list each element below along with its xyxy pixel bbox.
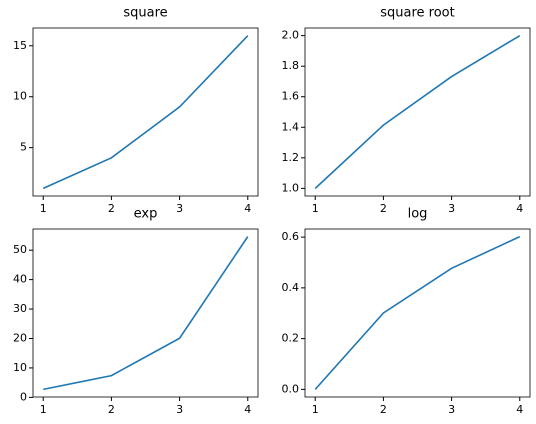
- subplot-title: square root: [380, 6, 454, 21]
- y-tick-label: 1.8: [282, 59, 300, 72]
- y-tick-label: 10: [13, 361, 27, 374]
- y-tick-label: 2.0: [282, 29, 300, 42]
- x-tick-label: 2: [108, 202, 115, 215]
- y-tick-label: 10: [13, 90, 27, 103]
- subplot-title: log: [408, 207, 428, 222]
- x-tick-label: 1: [40, 403, 47, 416]
- x-tick-label: 1: [40, 202, 47, 215]
- data-line: [43, 236, 249, 391]
- axes-frame: [304, 228, 531, 398]
- y-tick-label: 0: [20, 390, 27, 403]
- y-tick-label: 1.2: [282, 151, 300, 164]
- y-tick-label: 1.6: [282, 90, 300, 103]
- y-tick-label: 0.4: [282, 281, 300, 294]
- x-tick-label: 3: [176, 403, 183, 416]
- data-line: [314, 34, 521, 189]
- y-tick-label: 0.6: [282, 230, 300, 243]
- x-tick-label: 1: [312, 403, 319, 416]
- x-tick-label: 2: [380, 403, 387, 416]
- x-tick-label: 4: [516, 403, 523, 416]
- x-tick-label: 4: [516, 202, 523, 215]
- x-tick-label: 3: [448, 202, 455, 215]
- y-tick-label: 40: [13, 273, 27, 286]
- y-tick-label: 20: [13, 331, 27, 344]
- y-tick-label: 5: [20, 141, 27, 154]
- data-line: [42, 35, 249, 190]
- x-tick-label: 4: [244, 202, 251, 215]
- y-tick-label: 0.2: [282, 332, 300, 345]
- x-tick-label: 2: [380, 202, 387, 215]
- x-tick-label: 4: [244, 403, 251, 416]
- x-tick-label: 3: [176, 202, 183, 215]
- x-tick-label: 2: [108, 403, 115, 416]
- subplot-title: exp: [134, 207, 158, 222]
- x-tick-label: 1: [312, 202, 319, 215]
- axes-frame: [304, 27, 531, 197]
- data-line: [314, 235, 521, 390]
- y-tick-label: 30: [13, 302, 27, 315]
- y-tick-label: 1.4: [282, 120, 300, 133]
- axes-frame: [32, 228, 259, 398]
- x-tick-label: 3: [448, 403, 455, 416]
- y-tick-label: 0.0: [282, 382, 300, 395]
- y-tick-label: 1.0: [282, 181, 300, 194]
- y-tick-label: 50: [13, 243, 27, 256]
- y-tick-label: 15: [13, 39, 27, 52]
- axes-frame: [32, 27, 259, 197]
- subplot-title: square: [123, 6, 167, 21]
